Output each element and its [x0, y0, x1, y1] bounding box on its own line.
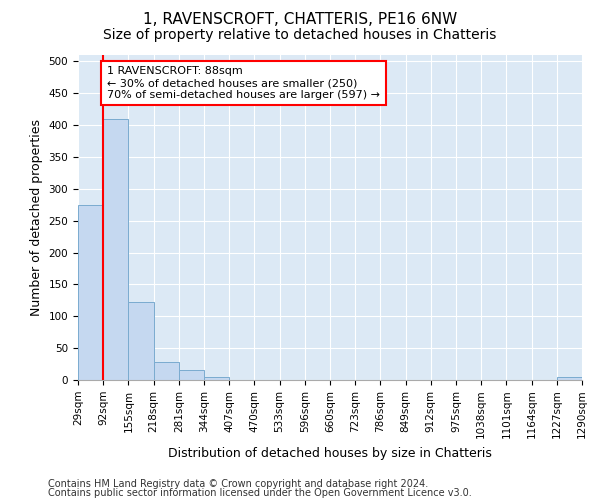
Bar	[78, 205, 103, 380]
Text: Contains HM Land Registry data © Crown copyright and database right 2024.: Contains HM Land Registry data © Crown c…	[48, 479, 428, 489]
Text: 1, RAVENSCROFT, CHATTERIS, PE16 6NW: 1, RAVENSCROFT, CHATTERIS, PE16 6NW	[143, 12, 457, 28]
X-axis label: Distribution of detached houses by size in Chatteris: Distribution of detached houses by size …	[168, 447, 492, 460]
Bar	[557, 377, 582, 380]
Bar	[179, 370, 204, 380]
Text: Size of property relative to detached houses in Chatteris: Size of property relative to detached ho…	[103, 28, 497, 42]
Y-axis label: Number of detached properties: Number of detached properties	[30, 119, 43, 316]
Bar	[154, 362, 179, 380]
Bar	[204, 377, 229, 380]
Bar	[103, 118, 128, 380]
Bar	[128, 302, 154, 380]
Text: 1 RAVENSCROFT: 88sqm
← 30% of detached houses are smaller (250)
70% of semi-deta: 1 RAVENSCROFT: 88sqm ← 30% of detached h…	[107, 66, 380, 100]
Text: Contains public sector information licensed under the Open Government Licence v3: Contains public sector information licen…	[48, 488, 472, 498]
